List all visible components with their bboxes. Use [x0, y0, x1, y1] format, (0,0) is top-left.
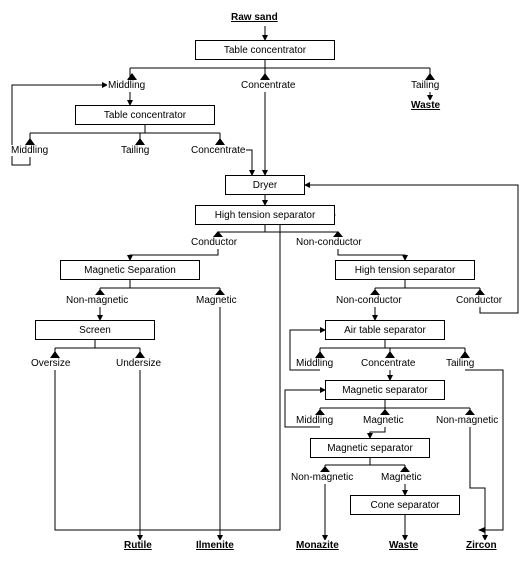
flow-edge — [55, 340, 140, 358]
flow-edge — [260, 73, 270, 80]
flow-edge — [100, 280, 220, 295]
flow-label-raw_sand: Raw sand — [230, 12, 279, 23]
flow-label-oversize: Oversize — [30, 358, 71, 369]
process-box-magsep2: Magnetic separator — [325, 380, 445, 400]
flow-label-zircon: Zircon — [465, 540, 498, 551]
flow-edge — [370, 427, 385, 438]
flow-edge — [385, 351, 395, 358]
process-box-tc2: Table concentrator — [75, 105, 215, 125]
flow-edge — [130, 60, 430, 80]
process-box-hts2: High tension separator — [335, 260, 475, 280]
flow-edge — [425, 73, 435, 80]
flow-label-conductor1: Conductor — [190, 237, 238, 248]
flow-label-tailing1: Tailing — [410, 80, 440, 91]
process-box-airtable: Air table separator — [325, 320, 445, 340]
flow-edge — [218, 225, 338, 237]
flow-label-nonmag3: Non-magnetic — [290, 472, 354, 483]
flow-label-conductor2: Conductor — [455, 295, 503, 306]
flow-label-noncond2: Non-conductor — [335, 295, 403, 306]
flow-label-magnetic1: Magnetic — [195, 295, 238, 306]
flow-label-magnetic3: Magnetic — [380, 472, 423, 483]
flow-label-concentrate2: Concentrate — [190, 145, 246, 156]
flow-label-waste2: Waste — [388, 540, 419, 551]
flow-edge — [478, 527, 485, 533]
flow-edge — [30, 125, 220, 145]
flow-edge — [135, 138, 145, 145]
flow-label-tailing3: Tailing — [445, 358, 475, 369]
flow-label-nonmag2: Non-magnetic — [435, 415, 499, 426]
process-box-cone: Cone separator — [350, 495, 460, 515]
flow-label-rutile: Rutile — [123, 540, 153, 551]
flow-label-middling4: Middling — [295, 415, 334, 426]
flow-label-concentrate3: Concentrate — [360, 358, 416, 369]
flow-edge — [315, 351, 325, 358]
flow-edge — [305, 185, 518, 313]
process-box-tc1: Table concentrator — [195, 40, 335, 60]
flow-label-middling2: Middling — [10, 145, 49, 156]
process-box-magsep1: Magnetic Separation — [60, 260, 200, 280]
flow-edge — [215, 138, 225, 145]
flow-label-waste1: Waste — [410, 100, 441, 111]
flow-edge — [375, 280, 480, 295]
flow-edge — [338, 249, 405, 260]
flow-edge — [50, 351, 60, 358]
flow-label-nonmag1: Non-magnetic — [65, 295, 129, 306]
process-box-dryer: Dryer — [225, 175, 305, 195]
process-box-magsep3: Magnetic separator — [310, 438, 430, 458]
flow-label-middling1: Middling — [107, 80, 146, 91]
flow-edge — [127, 73, 137, 80]
flow-edge — [320, 400, 470, 415]
flow-label-ilmenite: Ilmenite — [195, 540, 235, 551]
flow-edge — [25, 138, 35, 145]
process-box-hts1: High tension separator — [195, 205, 335, 225]
flow-edge — [135, 351, 145, 358]
flow-label-undersize: Undersize — [115, 358, 162, 369]
flow-edge — [470, 427, 485, 540]
flow-edge — [325, 458, 405, 472]
flow-edge — [460, 351, 470, 358]
flow-label-middling3: Middling — [295, 358, 334, 369]
flow-edge — [130, 249, 218, 260]
flow-label-noncond1: Non-conductor — [295, 237, 363, 248]
process-box-screen: Screen — [35, 320, 155, 340]
flow-label-tailing2: Tailing — [120, 145, 150, 156]
flow-label-concentrate1: Concentrate — [240, 80, 296, 91]
flow-label-monazite: Monazite — [295, 540, 340, 551]
flow-label-magnetic2: Magnetic — [362, 415, 405, 426]
flow-edge — [465, 370, 503, 530]
